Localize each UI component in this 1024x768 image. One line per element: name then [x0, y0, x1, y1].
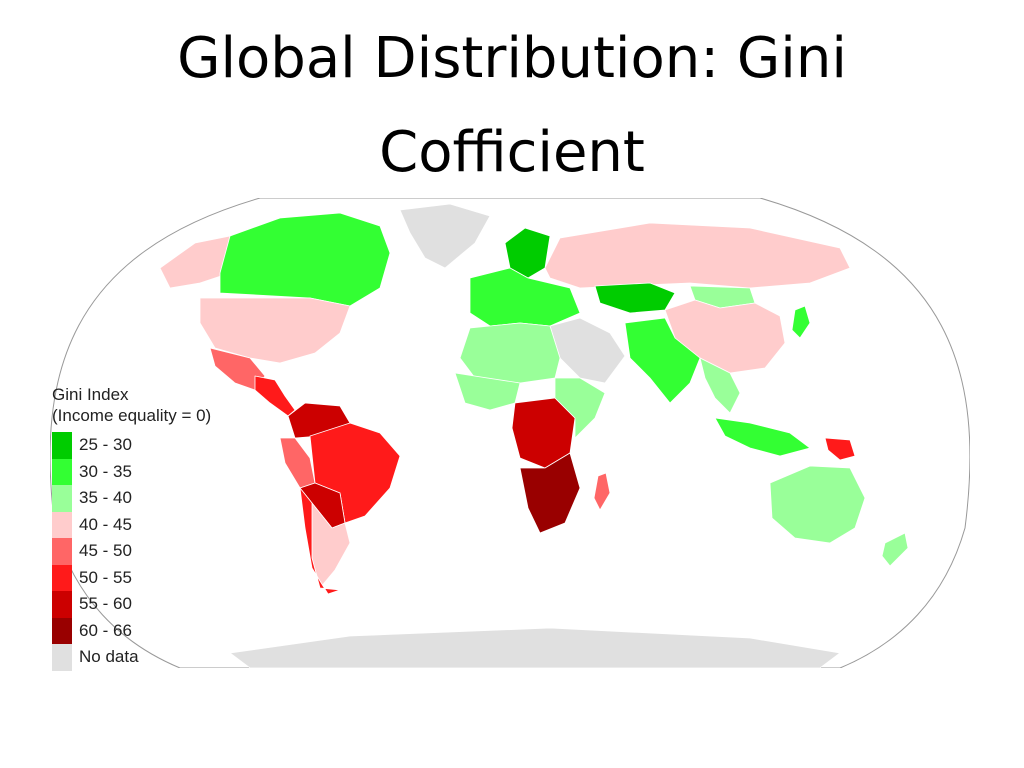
region-southern-africa — [519, 452, 581, 534]
region-australia — [769, 465, 866, 544]
region-west-africa — [454, 372, 521, 411]
region-north-africa — [459, 322, 561, 384]
legend-item: No data — [52, 644, 292, 671]
legend-title: Gini Index — [52, 385, 129, 404]
legend-item: 35 - 40 — [52, 485, 292, 512]
region-antarctica — [229, 627, 841, 668]
legend-label: 45 - 50 — [79, 541, 132, 561]
region-greenland — [399, 203, 491, 269]
legend-item: 40 - 45 — [52, 511, 292, 538]
region-middle-east — [549, 317, 626, 384]
region-canada — [219, 212, 391, 307]
legend-swatch — [52, 432, 72, 459]
legend-item: 60 - 66 — [52, 617, 292, 644]
legend-label: 40 - 45 — [79, 514, 132, 534]
legend-swatch — [52, 538, 72, 565]
legend-subtitle: (Income equality = 0) — [52, 406, 212, 425]
region-chile — [299, 487, 341, 595]
region-southeast-asia — [699, 357, 741, 414]
legend-swatch — [52, 564, 72, 591]
region-madagascar — [593, 472, 611, 511]
region-russia — [544, 222, 851, 289]
slide-title-line-1: Global Distribution: Gini — [177, 26, 847, 91]
legend-swatch — [52, 617, 72, 644]
legend-swatch — [52, 511, 72, 538]
map-legend: Gini Index (Income equality = 0) 25 - 30… — [52, 384, 292, 671]
region-new-zealand — [881, 532, 909, 567]
legend-items: 25 - 30 30 - 35 35 - 40 40 - 45 45 - 50 50 - … — [52, 432, 292, 671]
legend-label: 35 - 40 — [79, 488, 132, 508]
legend-item: 50 - 55 — [52, 564, 292, 591]
legend-swatch — [52, 485, 72, 512]
region-japan — [791, 305, 811, 339]
region-papua — [824, 437, 856, 461]
legend-item: 30 - 35 — [52, 458, 292, 485]
region-south-asia — [624, 317, 701, 404]
slide-title: Global Distribution: Gini Cofficient — [0, 12, 1024, 200]
legend-label: 50 - 55 — [79, 567, 132, 587]
legend-label: 60 - 66 — [79, 620, 132, 640]
slide-title-line-2: Cofficient — [379, 120, 645, 185]
legend-swatch — [52, 644, 72, 671]
legend-label: 25 - 30 — [79, 435, 132, 455]
legend-label: 55 - 60 — [79, 594, 132, 614]
region-indonesia — [714, 417, 811, 457]
world-map-svg — [50, 198, 970, 668]
legend-item: 55 - 60 — [52, 591, 292, 618]
world-map — [50, 198, 970, 668]
region-europe — [469, 267, 581, 327]
legend-swatch — [52, 458, 72, 485]
legend-label: No data — [79, 647, 139, 667]
region-usa — [199, 297, 351, 364]
legend-label: 30 - 35 — [79, 461, 132, 481]
legend-item: 25 - 30 — [52, 432, 292, 459]
legend-item: 45 - 50 — [52, 538, 292, 565]
region-east-africa — [554, 377, 606, 439]
legend-swatch — [52, 591, 72, 618]
